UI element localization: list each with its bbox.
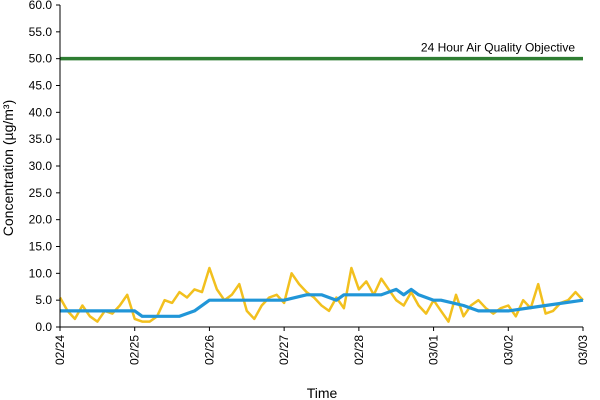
x-tick-label: 02/24 <box>53 335 67 365</box>
y-axis-ticks: 0.0 5.0 10.0 15.0 20.0 25.0 30.0 35.0 40.0 45.0 50… <box>29 0 60 334</box>
y-tick-label: 0.0 <box>35 320 52 334</box>
x-tick-label: 02/25 <box>128 335 142 365</box>
y-tick-label: 45.0 <box>29 79 53 93</box>
x-tick-label: 02/27 <box>277 335 291 365</box>
series-line-average <box>60 287 584 318</box>
y-tick-label: 55.0 <box>29 25 53 39</box>
y-tick-label: 15.0 <box>29 240 53 254</box>
x-tick-label: 03/03 <box>576 335 590 365</box>
x-tick-label: 02/28 <box>352 335 366 365</box>
y-tick-label: 35.0 <box>29 132 53 146</box>
x-tick-label: 03/02 <box>501 335 515 365</box>
x-tick-label: 02/26 <box>202 335 216 365</box>
x-axis-title: Time <box>307 385 338 400</box>
y-axis-title: Concentration (µg/m³) <box>0 100 16 236</box>
series-lines <box>58 266 584 323</box>
y-tick-label: 50.0 <box>29 52 53 66</box>
x-tick-label: 03/01 <box>427 335 441 365</box>
y-tick-label: 60.0 <box>29 0 53 12</box>
y-tick-label: 40.0 <box>29 105 53 119</box>
y-tick-label: 20.0 <box>29 213 53 227</box>
y-tick-label: 25.0 <box>29 186 53 200</box>
y-tick-label: 30.0 <box>29 159 53 173</box>
y-tick-label: 5.0 <box>35 293 52 307</box>
y-tick-label: 10.0 <box>29 266 53 280</box>
air-quality-objective-label: 24 Hour Air Quality Objective <box>421 41 575 55</box>
x-axis-ticks: 02/24 02/25 02/26 02/27 02/28 03/01 03/02 03/03 <box>53 327 590 365</box>
